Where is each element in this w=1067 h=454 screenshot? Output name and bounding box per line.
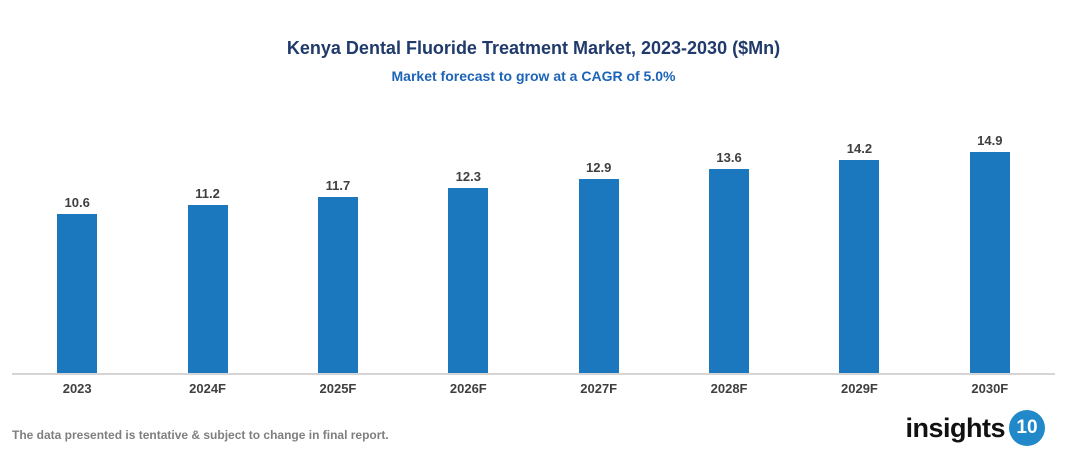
bar <box>448 188 489 373</box>
bar <box>969 152 1010 373</box>
bar <box>317 197 358 373</box>
bar-group: 10.6 2023 <box>12 133 142 396</box>
logo-wordmark: insights <box>905 412 1005 443</box>
bar-value-label: 10.6 <box>64 195 90 210</box>
x-axis-label: 2030F <box>971 381 1009 396</box>
x-axis-label: 2028F <box>710 381 748 396</box>
bar <box>839 160 880 373</box>
chart-header: Kenya Dental Fluoride Treatment Market, … <box>0 36 1067 86</box>
bar-group: 14.2 2029F <box>794 133 924 396</box>
bar-value-label: 11.2 <box>195 186 220 201</box>
bar-value-label: 11.7 <box>325 178 351 193</box>
x-axis-label: 2023 <box>62 381 92 396</box>
bar-group: 14.9 2030F <box>925 133 1055 396</box>
chart-subtitle: Market forecast to grow at a CAGR of 5.0… <box>391 68 676 84</box>
bar-group: 11.7 2025F <box>273 133 403 396</box>
logo-badge-circle: 10 <box>1009 410 1045 446</box>
bar <box>57 214 98 373</box>
insights10-logo: insights 10 <box>905 410 1045 446</box>
plot-area: 10.6 2023 11.2 2024F 11.7 2025F 12.3 2026F 12.9 2… <box>12 133 1055 396</box>
bar-value-label: 14.2 <box>846 141 873 156</box>
bar-value-label: 12.9 <box>586 160 612 175</box>
bar-group: 12.3 2026F <box>403 133 533 396</box>
x-axis-label: 2027F <box>580 381 618 396</box>
bar-group: 12.9 2027F <box>534 133 664 396</box>
bar-group: 13.6 2028F <box>664 133 794 396</box>
footer-note: The data presented is tentative & subjec… <box>12 428 389 442</box>
chart-title: Kenya Dental Fluoride Treatment Market, … <box>286 38 781 58</box>
bar-value-label: 13.6 <box>716 150 742 165</box>
bar <box>187 205 228 373</box>
x-axis-label: 2024F <box>189 381 226 396</box>
x-axis-label: 2026F <box>449 381 487 396</box>
x-axis-label: 2029F <box>841 381 878 396</box>
x-axis-label: 2025F <box>319 381 357 396</box>
bar-group: 11.2 2024F <box>142 133 272 396</box>
bar-value-label: 12.3 <box>455 169 481 184</box>
bar-value-label: 14.9 <box>977 133 1003 148</box>
bar <box>578 179 619 373</box>
bar <box>709 169 750 373</box>
